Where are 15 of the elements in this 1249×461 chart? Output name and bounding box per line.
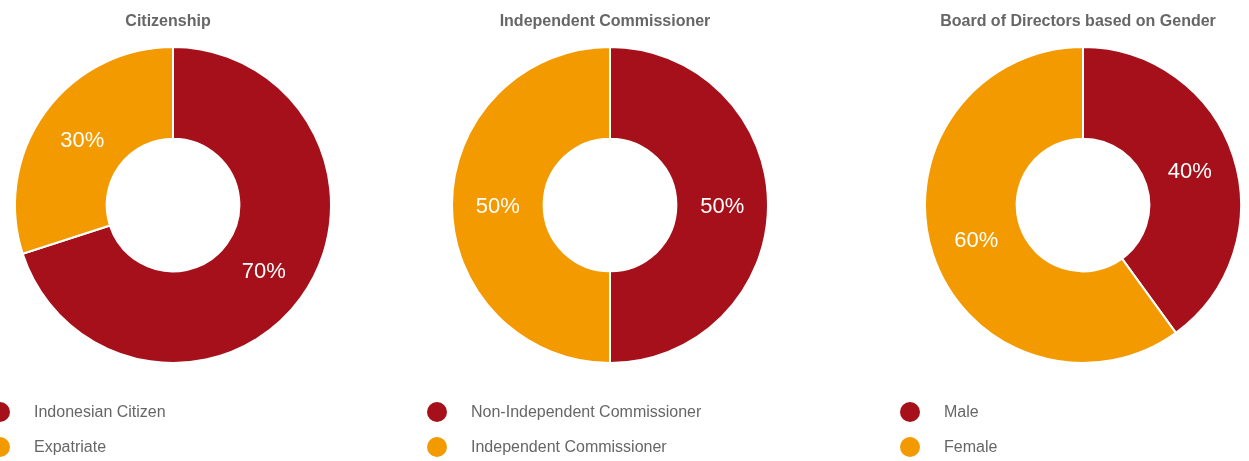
data-label: 50% <box>700 192 745 218</box>
chart-title: Citizenship <box>125 11 211 31</box>
data-label: 30% <box>60 126 105 152</box>
legend-label: Expatriate <box>34 437 107 456</box>
chart-title: Board of Directors based on Gender <box>940 11 1216 31</box>
data-label: 50% <box>475 192 520 218</box>
legend-label: Non-Independent Commissioner <box>471 402 702 421</box>
legend-label: Male <box>944 402 979 421</box>
legend-label: Indonesian Citizen <box>34 402 166 421</box>
legend-label: Female <box>944 437 998 456</box>
chart-title: Independent Commissioner <box>499 11 711 31</box>
legend-label: Independent Commissioner <box>471 437 667 456</box>
data-label: 40% <box>1167 157 1212 183</box>
data-label: 70% <box>241 258 286 284</box>
data-label: 60% <box>954 227 999 253</box>
